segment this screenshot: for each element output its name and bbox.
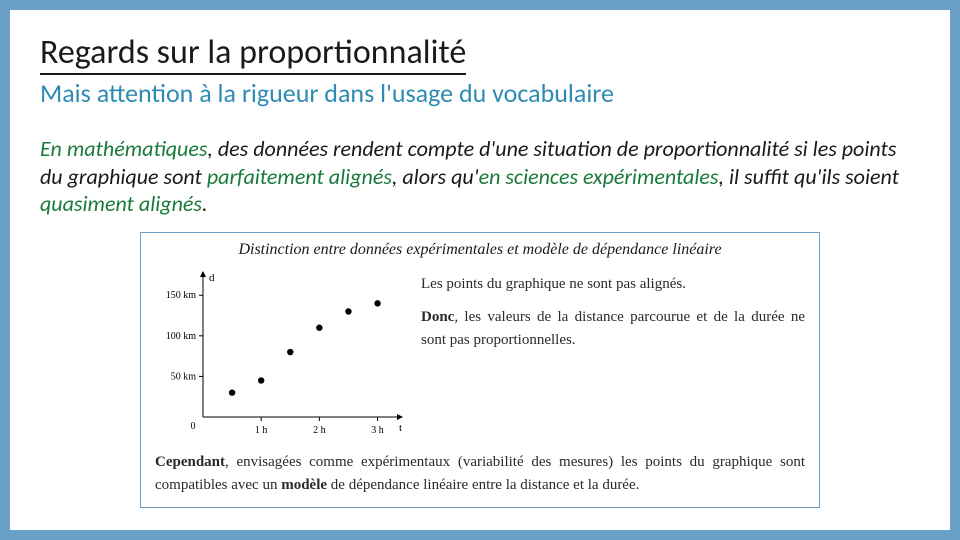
svg-text:d: d (209, 272, 215, 284)
figure-right-p1: Les points du graphique ne sont pas alig… (421, 273, 805, 296)
body-seg-5: en sciences expérimentales (479, 163, 719, 190)
svg-text:150 km: 150 km (166, 290, 197, 301)
page-title: Regards sur la proportionnalité (40, 32, 466, 75)
page-subtitle: Mais attention à la rigueur dans l'usage… (40, 77, 920, 109)
body-seg-6: , il suffit qu'ils soient (718, 163, 899, 190)
figure-bottom-bold-2: modèle (281, 477, 327, 493)
body-seg-3: parfaitement alignés (207, 163, 392, 190)
svg-text:2 h: 2 h (313, 425, 326, 436)
svg-text:t: t (399, 422, 402, 434)
body-seg-8: . (202, 190, 208, 217)
figure-title: Distinction entre données expérimentales… (155, 241, 805, 259)
slide-frame: Regards sur la proportionnalité Mais att… (0, 0, 960, 540)
svg-text:0: 0 (191, 421, 196, 432)
scatter-chart: t d 0 1 h 2 h 3 h 50 km 100 km 150 km (155, 265, 405, 445)
figure-right-p2-bold: Donc (421, 309, 454, 325)
body-seg-7: quasiment alignés (40, 190, 202, 217)
figure-box: Distinction entre données expérimentales… (140, 232, 820, 509)
figure-right-p2-rest: , les valeurs de la distance parcourue e… (421, 309, 805, 348)
figure-bottom-text: Cependant, envisagées comme expérimentau… (155, 451, 805, 498)
body-paragraph: En mathématiques, des données rendent co… (40, 135, 920, 218)
chart-svg: t d 0 1 h 2 h 3 h 50 km 100 km 150 km (155, 265, 405, 445)
svg-text:1 h: 1 h (255, 425, 268, 436)
body-seg-1: En mathématiques (40, 135, 207, 162)
figure-right-p2: Donc, les valeurs de la distance parcour… (421, 306, 805, 353)
figure-bottom-bold: Cependant (155, 454, 225, 470)
figure-row: t d 0 1 h 2 h 3 h 50 km 100 km 150 km Les points… (155, 265, 805, 445)
svg-text:100 km: 100 km (166, 330, 197, 341)
figure-right-column: Les points du graphique ne sont pas alig… (421, 265, 805, 363)
svg-text:50 km: 50 km (171, 371, 197, 382)
svg-text:3 h: 3 h (371, 425, 384, 436)
figure-bottom-seg-d: de dépendance linéaire entre la distance… (327, 477, 639, 493)
body-seg-4: , alors qu' (392, 163, 479, 190)
